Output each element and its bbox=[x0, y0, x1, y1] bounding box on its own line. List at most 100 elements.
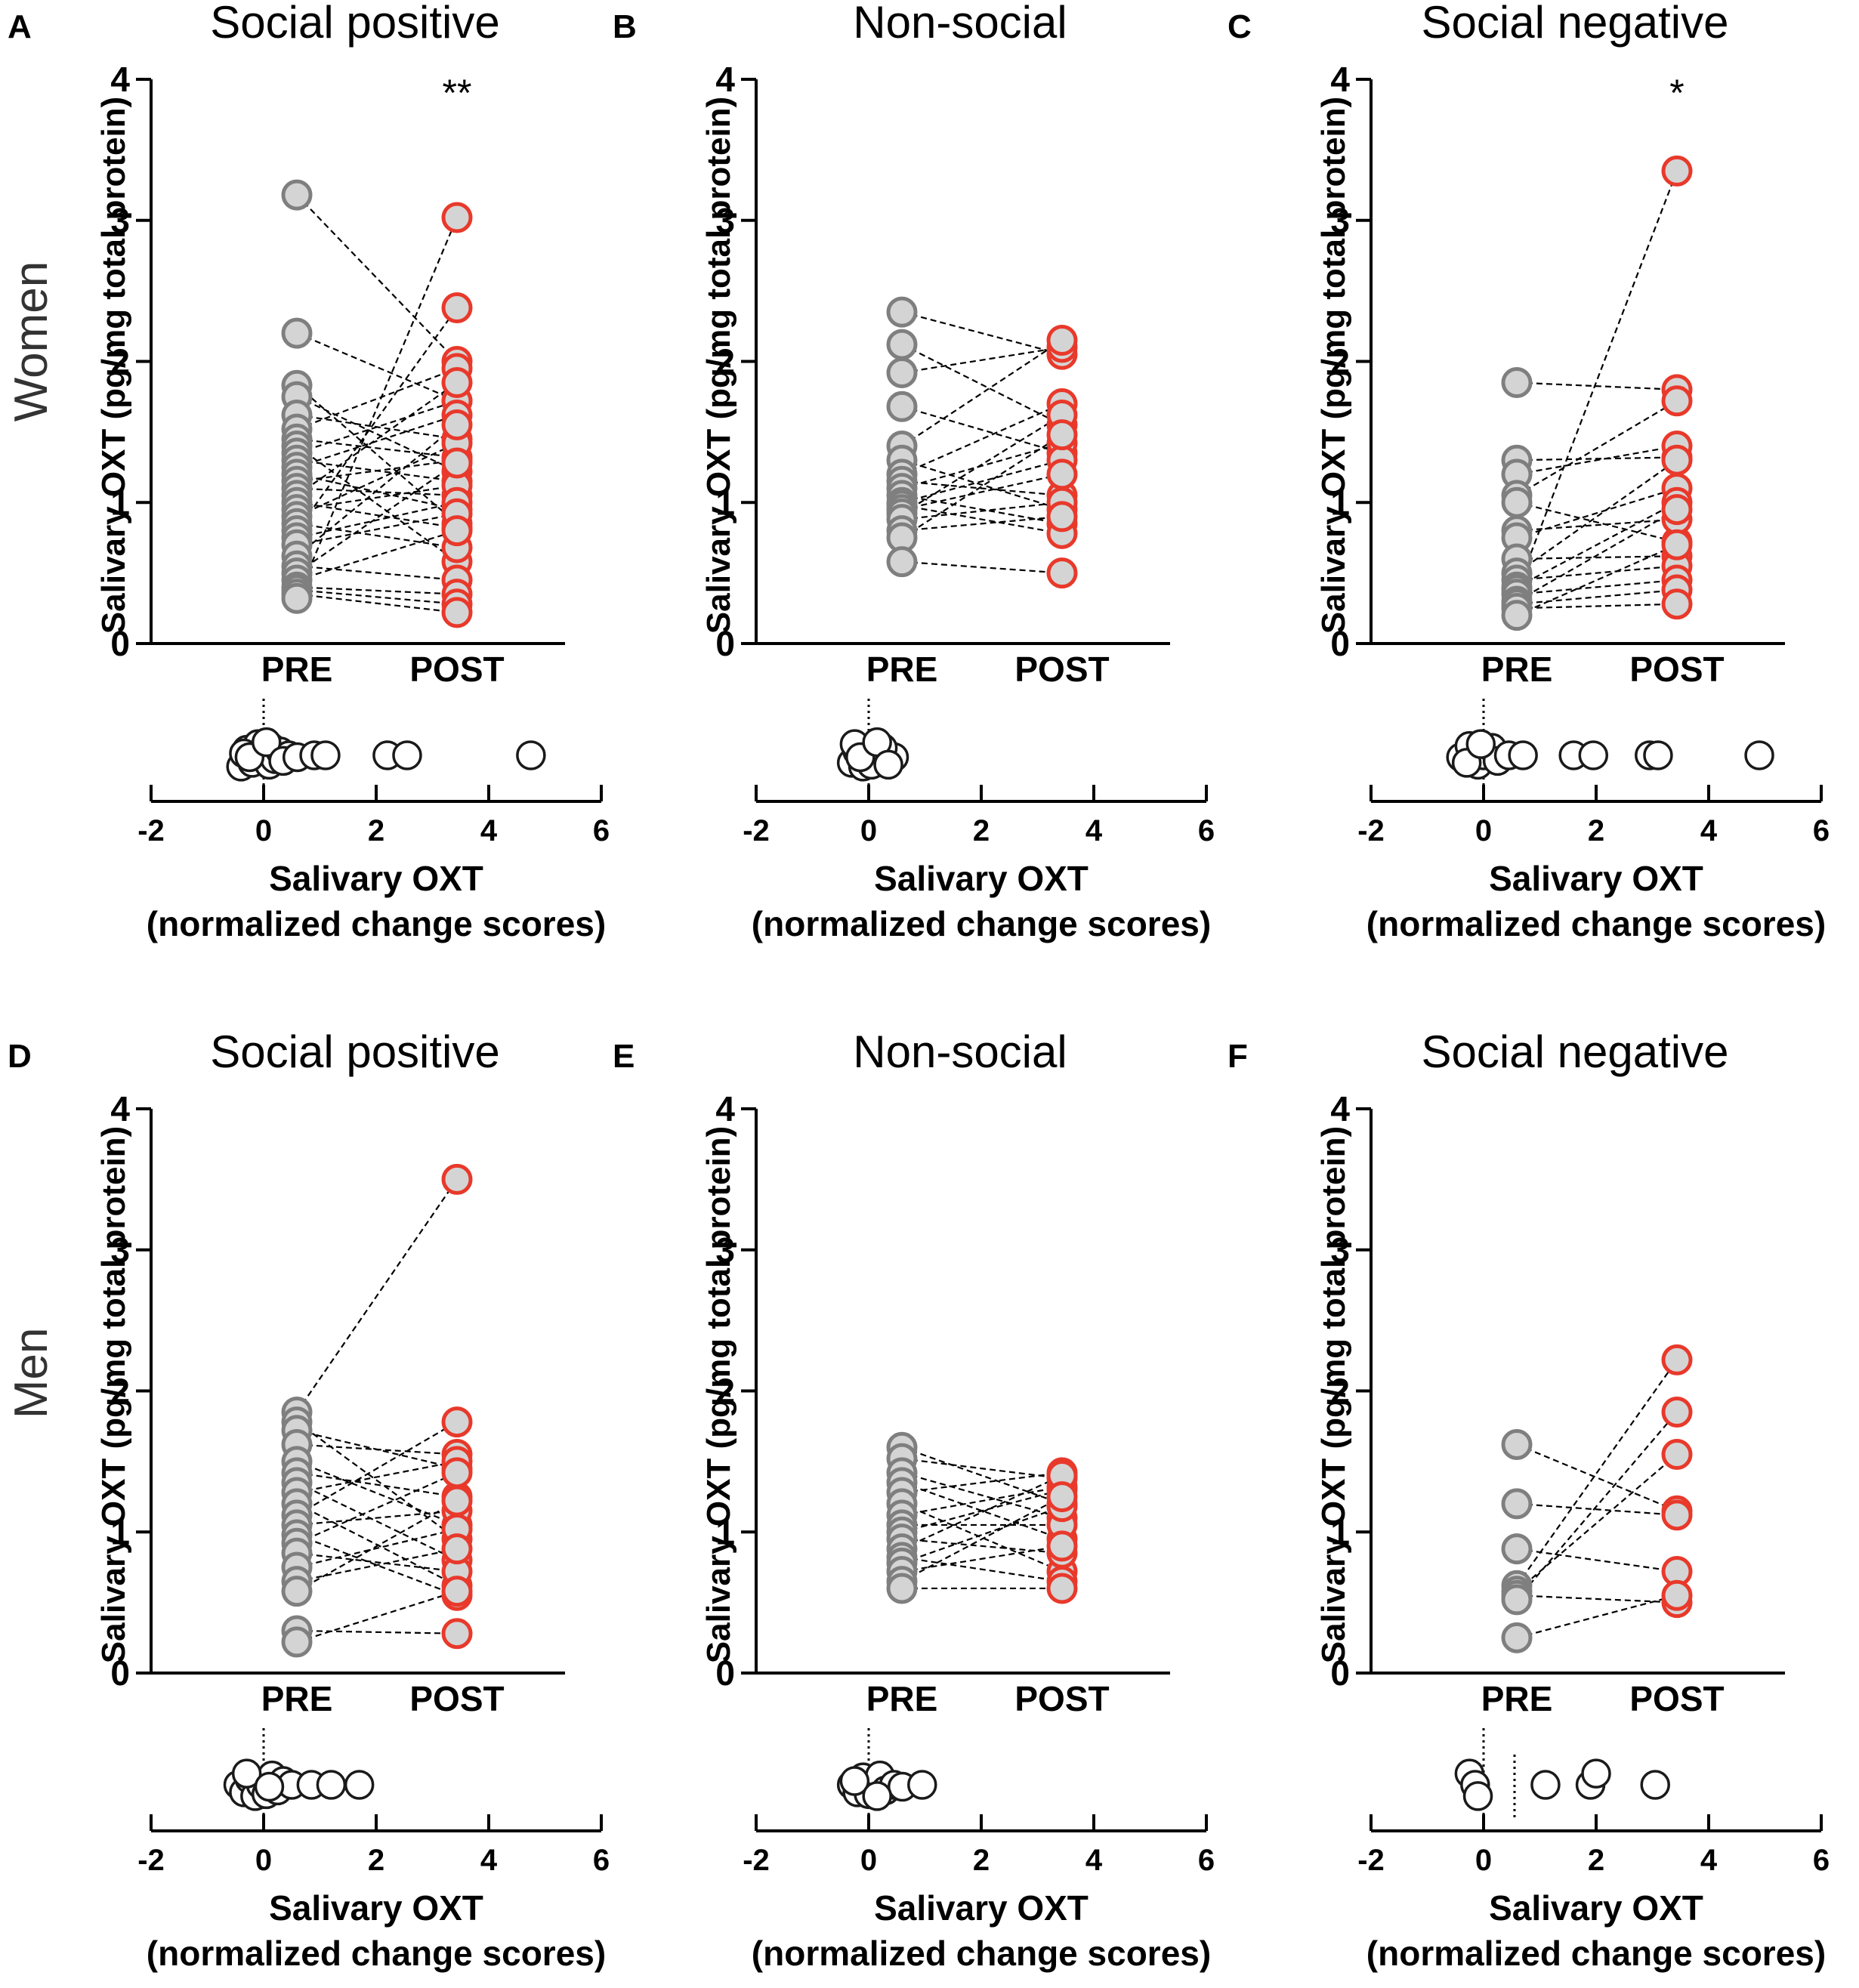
row-label-men: Men bbox=[5, 1328, 57, 1419]
change-x-tick-label: -2 bbox=[743, 814, 770, 847]
pair-line bbox=[901, 1471, 1063, 1494]
panel-letter: A bbox=[8, 8, 32, 45]
post-point bbox=[1046, 1530, 1078, 1562]
post-point bbox=[441, 1406, 473, 1438]
pair-line bbox=[1516, 555, 1678, 560]
post-point bbox=[1661, 155, 1693, 187]
pair-line bbox=[296, 381, 458, 496]
pair-line bbox=[296, 367, 458, 431]
pair-line bbox=[1516, 400, 1678, 496]
panel-title: Social positive bbox=[210, 1026, 500, 1077]
pair-line bbox=[296, 513, 458, 546]
panel-title: Social negative bbox=[1422, 0, 1729, 48]
category-label-post: POST bbox=[1014, 1679, 1109, 1718]
panel-title: Social negative bbox=[1422, 1026, 1729, 1077]
y-tick-label: 4 bbox=[1330, 1089, 1350, 1128]
pair-line bbox=[1516, 1594, 1678, 1604]
post-point bbox=[441, 597, 473, 628]
pair-line bbox=[296, 588, 458, 605]
change-x-tick-label: 4 bbox=[1700, 814, 1718, 847]
pair-line bbox=[1515, 170, 1678, 591]
post-point bbox=[1661, 1499, 1693, 1531]
change-point bbox=[254, 1771, 285, 1802]
y-tick-label: 2 bbox=[1330, 1372, 1350, 1411]
y-tick-label: 2 bbox=[1330, 342, 1350, 381]
pre-point bbox=[1501, 1584, 1533, 1616]
category-label-post: POST bbox=[409, 1679, 504, 1718]
change-x-tick-label: -2 bbox=[1357, 814, 1385, 847]
y-tick-label: 1 bbox=[1330, 483, 1350, 522]
change-x-tick-label: 0 bbox=[255, 814, 272, 847]
change-point bbox=[251, 727, 282, 758]
pair-line bbox=[296, 1548, 458, 1582]
change-point bbox=[1530, 1770, 1561, 1800]
pair-line bbox=[901, 480, 1063, 497]
y-tick-label: 1 bbox=[1330, 1512, 1350, 1551]
pair-line bbox=[296, 400, 458, 454]
change-x-label-line2: (normalized change scores) bbox=[147, 1934, 606, 1973]
pair-line bbox=[295, 217, 459, 599]
pair-line bbox=[901, 459, 1063, 511]
pair-line bbox=[296, 1460, 458, 1494]
pair-line bbox=[1516, 588, 1678, 605]
change-x-tick-label: 0 bbox=[860, 1844, 877, 1877]
post-point bbox=[1046, 419, 1078, 451]
pair-line bbox=[1516, 1359, 1678, 1586]
pre-point bbox=[886, 390, 918, 422]
pair-line bbox=[296, 586, 458, 595]
pre-point bbox=[1501, 367, 1533, 399]
pre-point bbox=[281, 179, 313, 211]
change-point bbox=[1508, 740, 1538, 770]
change-x-label-line1: Salivary OXT bbox=[1489, 1888, 1703, 1928]
pair-line bbox=[901, 344, 1063, 426]
change-point bbox=[1578, 740, 1609, 770]
pre-point bbox=[281, 317, 313, 349]
pair-line bbox=[1516, 1411, 1678, 1601]
pair-line bbox=[1516, 508, 1678, 602]
pair-line bbox=[296, 445, 458, 563]
change-point bbox=[1643, 740, 1673, 770]
category-label-pre: PRE bbox=[866, 650, 938, 689]
change-x-label-line2: (normalized change scores) bbox=[752, 1934, 1211, 1973]
pair-line bbox=[1516, 1443, 1678, 1512]
change-point bbox=[316, 1770, 347, 1800]
pre-point bbox=[1501, 600, 1533, 631]
post-point bbox=[1046, 557, 1078, 589]
category-label-pre: PRE bbox=[866, 1679, 938, 1718]
y-axis-label: Salivary OXT (pg/mg total protein) bbox=[700, 1126, 737, 1663]
change-point bbox=[1640, 1770, 1670, 1800]
pair-line bbox=[296, 1552, 458, 1573]
change-x-tick-label: 6 bbox=[1813, 814, 1830, 847]
significance-marker: * bbox=[1669, 72, 1684, 114]
pair-line bbox=[901, 1545, 1063, 1573]
post-point bbox=[1046, 1573, 1078, 1604]
post-point bbox=[1661, 494, 1693, 526]
pair-line bbox=[296, 462, 458, 574]
pair-line bbox=[1516, 459, 1678, 574]
change-x-label-line1: Salivary OXT bbox=[874, 1888, 1089, 1928]
y-tick-label: 1 bbox=[715, 1512, 735, 1551]
pair-line bbox=[296, 1443, 458, 1456]
change-point bbox=[907, 1770, 937, 1800]
post-point bbox=[1046, 501, 1078, 532]
y-tick-label: 0 bbox=[715, 1653, 735, 1693]
pair-line bbox=[901, 1458, 1063, 1480]
y-tick-label: 4 bbox=[715, 1089, 735, 1128]
pair-line bbox=[1516, 381, 1678, 390]
change-point bbox=[1581, 1758, 1611, 1789]
y-tick-label: 4 bbox=[110, 60, 130, 99]
pair-line bbox=[901, 502, 1063, 520]
pair-line bbox=[901, 406, 1063, 454]
post-point bbox=[441, 1485, 473, 1517]
change-point bbox=[310, 740, 341, 770]
post-point bbox=[441, 202, 473, 233]
change-x-label-line1: Salivary OXT bbox=[874, 859, 1089, 898]
panel-letter: F bbox=[1227, 1038, 1248, 1075]
pair-line bbox=[296, 1481, 458, 1561]
change-x-tick-label: 2 bbox=[368, 1844, 384, 1877]
pair-line bbox=[296, 1590, 458, 1643]
change-point bbox=[873, 749, 903, 780]
